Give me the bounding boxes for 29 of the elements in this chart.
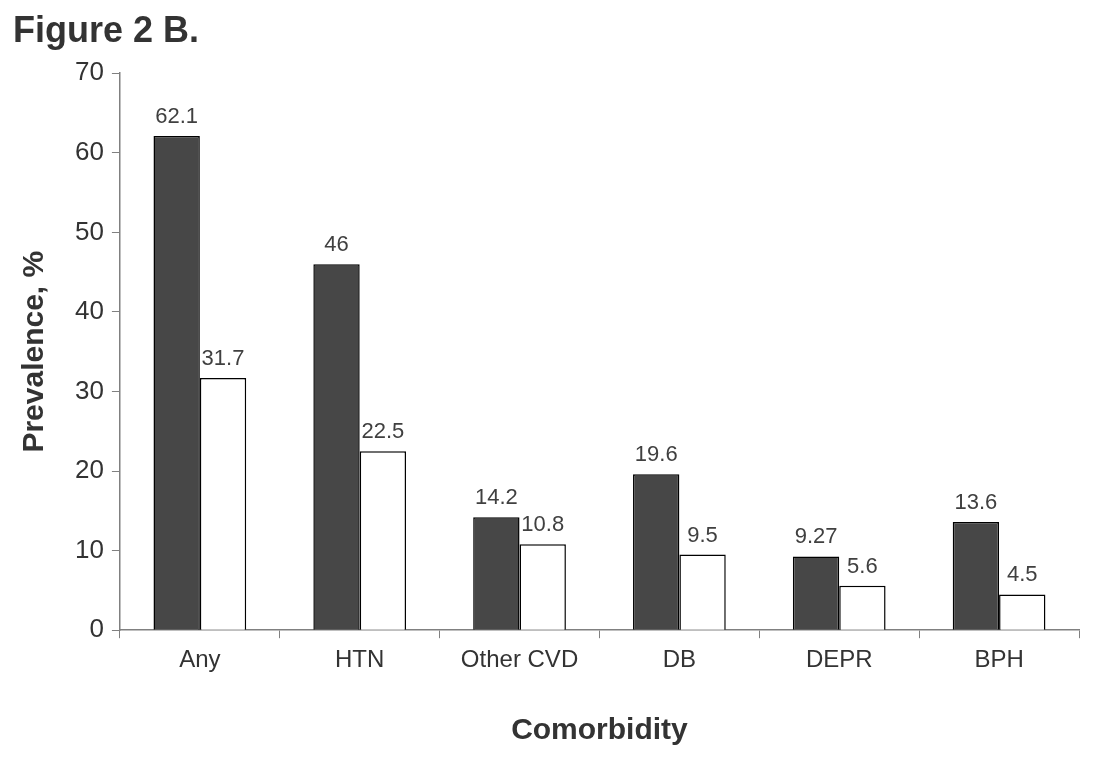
x-tick-label: DEPR xyxy=(805,645,873,673)
x-tick-label: BPH xyxy=(974,645,1024,673)
chart-title: Figure 2 B. xyxy=(13,8,200,50)
y-tick-label: 50 xyxy=(75,215,104,246)
y-tick-label: 30 xyxy=(75,374,104,405)
data-label: 62.1 xyxy=(155,103,199,129)
data-label: 13.6 xyxy=(954,489,998,515)
data-label: 5.6 xyxy=(847,552,878,578)
data-label: 9.5 xyxy=(687,521,718,547)
data-label: 46 xyxy=(324,231,349,257)
y-tick-label: 40 xyxy=(75,295,104,326)
y-tick-label: 70 xyxy=(75,56,104,87)
y-tick-label: 10 xyxy=(75,533,104,564)
data-label: 4.5 xyxy=(1006,561,1038,587)
data-label: 22.5 xyxy=(361,418,405,444)
y-axis-title: Prevalence, % xyxy=(16,250,50,453)
data-label: 9.27 xyxy=(794,523,838,549)
x-tick-label: HTN xyxy=(335,645,385,673)
x-tick-label: Any xyxy=(179,645,221,673)
data-label: 31.7 xyxy=(201,345,245,371)
y-tick-label: 20 xyxy=(75,454,104,485)
y-tick-label: 60 xyxy=(75,135,104,166)
data-label: 14.2 xyxy=(474,484,518,510)
y-tick-label: 0 xyxy=(89,613,104,644)
x-tick-label: Other CVD xyxy=(460,645,579,673)
data-label: 10.8 xyxy=(521,511,565,537)
x-tick-label: DB xyxy=(662,645,697,673)
data-label: 19.6 xyxy=(634,441,678,467)
x-axis-title: Comorbidity xyxy=(511,712,689,746)
